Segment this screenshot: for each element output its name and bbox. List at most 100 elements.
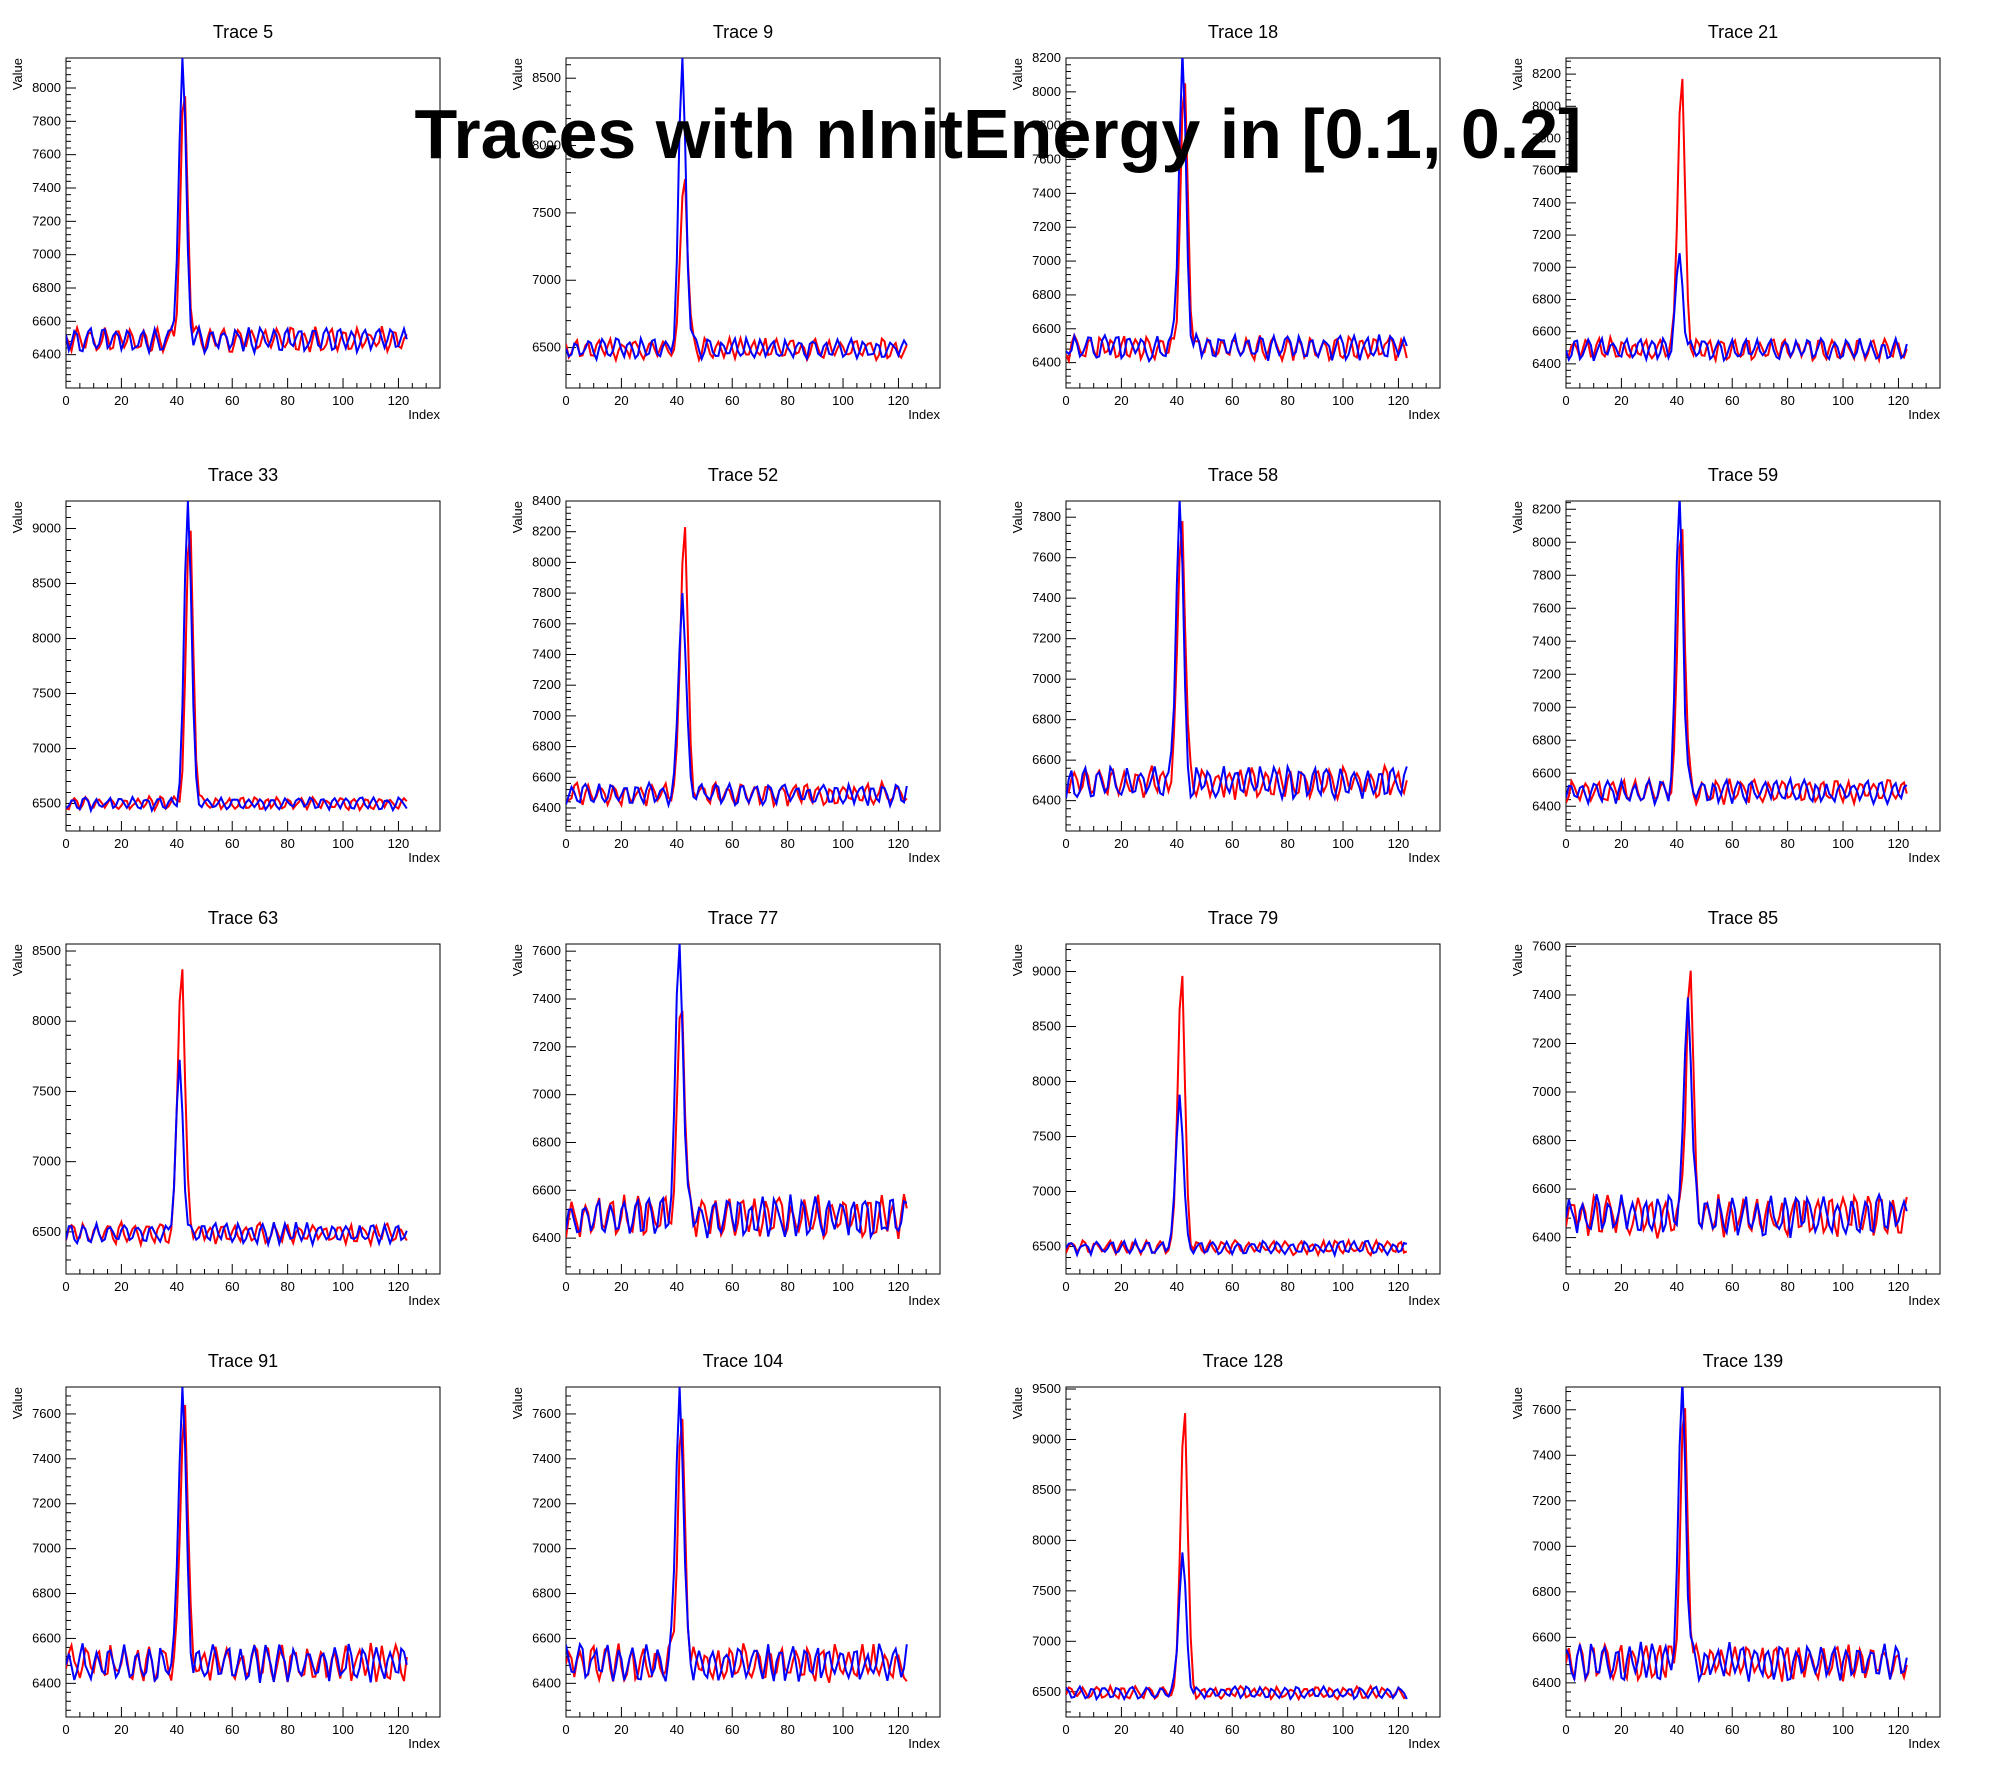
y-axis-label: Value bbox=[10, 58, 25, 90]
x-tick-label: 80 bbox=[780, 836, 794, 851]
y-tick-label: 6600 bbox=[32, 1630, 61, 1645]
plot-frame bbox=[1065, 500, 1441, 832]
y-tick-label: 7600 bbox=[532, 1406, 561, 1421]
x-tick-label: 40 bbox=[1670, 1279, 1684, 1294]
x-tick-label: 120 bbox=[1388, 393, 1410, 408]
y-tick-label: 7000 bbox=[532, 1087, 561, 1102]
panel-title: Trace 128 bbox=[1203, 1351, 1283, 1371]
x-tick-label: 0 bbox=[62, 1279, 69, 1294]
y-tick-label: 8200 bbox=[1032, 50, 1061, 65]
x-tick-label: 120 bbox=[1888, 1722, 1910, 1737]
y-tick-label: 6400 bbox=[1032, 355, 1061, 370]
y-tick-label: 6800 bbox=[1532, 1584, 1561, 1599]
x-tick-label: 60 bbox=[1725, 1279, 1739, 1294]
x-tick-label: 60 bbox=[1225, 1279, 1239, 1294]
panel-title: Trace 58 bbox=[1208, 465, 1278, 485]
y-axis-label: Value bbox=[1010, 1387, 1025, 1419]
y-axis-label: Value bbox=[510, 501, 525, 533]
x-tick-label: 60 bbox=[1725, 393, 1739, 408]
y-tick-label: 9000 bbox=[32, 521, 61, 536]
y-tick-label: 8200 bbox=[532, 524, 561, 539]
x-tick-label: 80 bbox=[1280, 836, 1294, 851]
y-tick-label: 6500 bbox=[1032, 1684, 1061, 1699]
x-tick-label: 120 bbox=[1888, 393, 1910, 408]
y-tick-label: 8000 bbox=[32, 631, 61, 646]
y-tick-label: 6800 bbox=[1532, 1133, 1561, 1148]
x-tick-label: 0 bbox=[1062, 836, 1069, 851]
y-tick-label: 8000 bbox=[532, 554, 561, 569]
x-tick-label: 120 bbox=[888, 393, 910, 408]
x-axis-label: Index bbox=[908, 850, 940, 865]
x-tick-label: 40 bbox=[1170, 1279, 1184, 1294]
x-tick-label: 20 bbox=[114, 836, 128, 851]
x-tick-label: 100 bbox=[832, 1722, 854, 1737]
y-tick-label: 6400 bbox=[1532, 356, 1561, 371]
x-tick-label: 20 bbox=[1114, 1722, 1128, 1737]
x-tick-label: 0 bbox=[1062, 1722, 1069, 1737]
y-tick-label: 6800 bbox=[532, 739, 561, 754]
plot-frame bbox=[1565, 57, 1941, 389]
y-tick-label: 6400 bbox=[1532, 1675, 1561, 1690]
chart-panel: Trace 58 0 20 40 60 80 100 120 6400 6600 6800 7000 7… bbox=[1010, 465, 1441, 865]
y-tick-label: 7600 bbox=[1032, 152, 1061, 167]
x-tick-label: 120 bbox=[388, 393, 410, 408]
x-tick-label: 100 bbox=[1832, 836, 1854, 851]
y-tick-label: 8500 bbox=[1032, 1482, 1061, 1497]
y-tick-label: 6400 bbox=[1532, 798, 1561, 813]
y-tick-label: 7600 bbox=[532, 943, 561, 958]
x-tick-label: 0 bbox=[1562, 1279, 1569, 1294]
x-tick-label: 20 bbox=[1614, 1722, 1628, 1737]
chart-panel: Trace 77 0 20 40 60 80 100 120 6400 6600 6800 7000 7… bbox=[510, 908, 941, 1308]
y-tick-label: 7200 bbox=[1532, 227, 1561, 242]
y-tick-label: 7800 bbox=[1032, 118, 1061, 133]
x-tick-label: 120 bbox=[1888, 836, 1910, 851]
chart-panel: Trace 9 0 20 40 60 80 100 120 6500 7000 7500 8000 85… bbox=[510, 22, 941, 422]
x-axis-label: Index bbox=[1408, 1736, 1440, 1751]
x-tick-label: 0 bbox=[562, 1279, 569, 1294]
x-tick-label: 40 bbox=[170, 1722, 184, 1737]
y-tick-label: 8200 bbox=[1532, 66, 1561, 81]
x-tick-label: 20 bbox=[614, 1722, 628, 1737]
panel-title: Trace 59 bbox=[1708, 465, 1778, 485]
y-axis-label: Value bbox=[10, 944, 25, 976]
x-tick-label: 20 bbox=[1614, 836, 1628, 851]
x-tick-label: 80 bbox=[280, 1279, 294, 1294]
x-axis-label: Index bbox=[908, 1736, 940, 1751]
y-tick-label: 7200 bbox=[32, 213, 61, 228]
y-tick-label: 7000 bbox=[1032, 253, 1061, 268]
x-tick-label: 60 bbox=[225, 393, 239, 408]
plot-frame bbox=[1065, 57, 1441, 389]
y-tick-label: 6600 bbox=[532, 769, 561, 784]
y-tick-label: 7200 bbox=[1532, 666, 1561, 681]
y-tick-label: 6400 bbox=[1532, 1230, 1561, 1245]
x-tick-label: 80 bbox=[1780, 1722, 1794, 1737]
y-tick-label: 7800 bbox=[1532, 567, 1561, 582]
y-axis-label: Value bbox=[1510, 58, 1525, 90]
y-tick-label: 7400 bbox=[1032, 590, 1061, 605]
y-tick-label: 6600 bbox=[32, 313, 61, 328]
panel-title: Trace 18 bbox=[1208, 22, 1278, 42]
chart-panel: Trace 79 0 20 40 60 80 100 120 6500 7000 7500 8000 8… bbox=[1010, 908, 1441, 1308]
y-tick-label: 6500 bbox=[532, 340, 561, 355]
panel-title: Trace 9 bbox=[713, 22, 773, 42]
x-axis-label: Index bbox=[408, 407, 440, 422]
x-tick-label: 100 bbox=[832, 1279, 854, 1294]
series-blue-line bbox=[566, 1387, 908, 1682]
y-tick-label: 7000 bbox=[532, 272, 561, 287]
y-tick-label: 6400 bbox=[1032, 793, 1061, 808]
y-tick-label: 7600 bbox=[32, 147, 61, 162]
x-tick-label: 40 bbox=[1170, 393, 1184, 408]
chart-panel: Trace 104 0 20 40 60 80 100 120 6400 6600 6800 7000… bbox=[510, 1351, 941, 1751]
y-tick-label: 7800 bbox=[532, 585, 561, 600]
series-blue-line bbox=[1566, 997, 1908, 1239]
y-tick-label: 8000 bbox=[32, 1013, 61, 1028]
x-tick-label: 20 bbox=[114, 393, 128, 408]
y-tick-label: 7600 bbox=[1532, 938, 1561, 953]
y-tick-label: 7500 bbox=[32, 1083, 61, 1098]
x-tick-label: 0 bbox=[1062, 1279, 1069, 1294]
x-tick-label: 100 bbox=[1332, 393, 1354, 408]
plot-frame bbox=[65, 1386, 441, 1718]
y-tick-label: 6600 bbox=[1532, 1181, 1561, 1196]
series-blue-line bbox=[1566, 253, 1908, 363]
chart-panel: Trace 18 0 20 40 60 80 100 120 6400 6600 6800 7000 7… bbox=[1010, 22, 1441, 422]
